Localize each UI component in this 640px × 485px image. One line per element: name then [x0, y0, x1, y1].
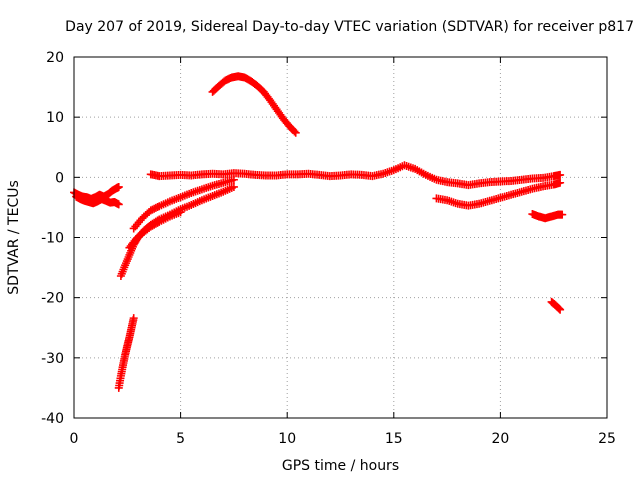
y-tick-label: 0 [55, 170, 64, 186]
label-layer: 0 5 10 15 20 25 -40 -30 -20 -10 0 10 20 GPS time / ho… [6, 50, 616, 474]
series-segment-upper-rise [129, 175, 238, 233]
data-point [290, 127, 299, 136]
series-segment-late-drop [547, 297, 565, 314]
series-segment-rise-early [116, 182, 238, 281]
data-point [291, 128, 300, 137]
plot-frame [73, 56, 608, 419]
y-tick-label: 20 [46, 50, 64, 66]
series-segment-arc [208, 72, 300, 137]
data-layer [70, 72, 567, 392]
data-point [556, 170, 565, 179]
y-tick-label: -40 [41, 411, 64, 427]
x-tick-label: 20 [491, 431, 509, 447]
data-point [554, 304, 563, 313]
data-point [129, 314, 138, 323]
data-point [558, 210, 567, 219]
y-tick-label: -30 [41, 351, 64, 367]
grid-layer [74, 57, 607, 418]
series-segment-long-flat [146, 161, 565, 190]
x-tick-label: 10 [278, 431, 296, 447]
x-tick-label: 15 [385, 431, 403, 447]
x-tick-label: 5 [176, 431, 185, 447]
series-segment-early-left [70, 182, 123, 209]
series-segment-late-mid [528, 210, 567, 223]
x-axis-label: GPS time / hours [282, 458, 399, 474]
data-point [229, 175, 238, 184]
data-point [229, 182, 238, 191]
x-tick-label: 25 [598, 431, 616, 447]
data-point [114, 182, 123, 191]
series-segment-late-lower [432, 178, 565, 210]
y-axis-label: SDTVAR / TECUs [6, 180, 22, 295]
data-point [153, 203, 162, 212]
y-tick-label: -10 [41, 231, 64, 247]
x-tick-label: 0 [70, 431, 79, 447]
data-point [556, 178, 565, 187]
data-point [176, 208, 185, 217]
data-point [114, 200, 123, 209]
y-tick-label: 10 [46, 110, 64, 126]
chart-title: Day 207 of 2019, Sidereal Day-to-day VTE… [65, 19, 634, 35]
data-point [555, 304, 564, 313]
data-point [556, 305, 565, 314]
tick-layer [73, 56, 608, 419]
series-segment-deep-drop [114, 314, 138, 392]
y-tick-label: -20 [41, 291, 64, 307]
